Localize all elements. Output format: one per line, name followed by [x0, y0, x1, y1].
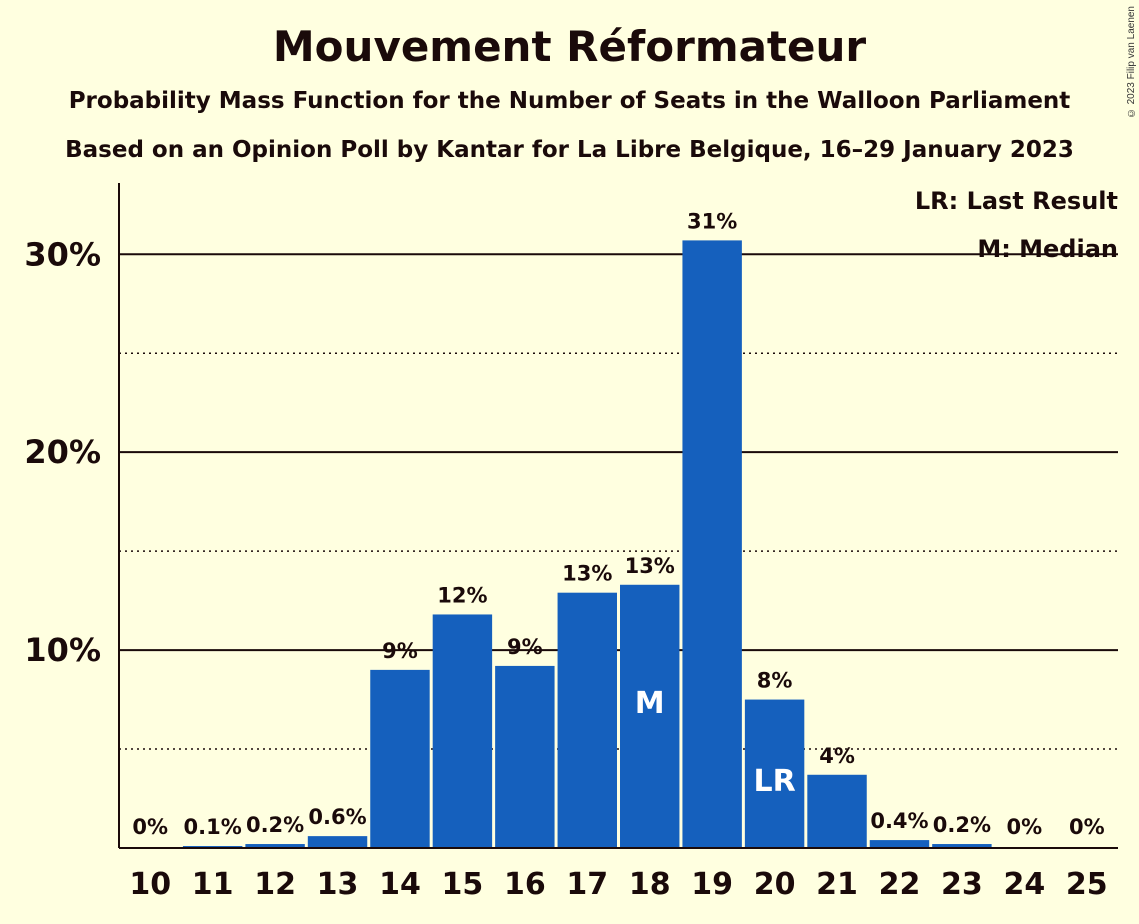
bar-18 [620, 584, 680, 848]
x-tick-label: 14 [379, 867, 421, 902]
x-tick-label: 15 [442, 867, 484, 902]
data-label-18: 13% [625, 554, 675, 578]
x-tick-label: 20 [754, 867, 796, 902]
x-tick-label: 21 [816, 867, 858, 902]
data-label-17: 13% [562, 562, 612, 586]
bar-16 [495, 665, 555, 848]
data-label-14: 9% [382, 639, 418, 663]
median-marker: M [635, 686, 665, 721]
chart-subtitle: Probability Mass Function for the Number… [68, 88, 1071, 114]
bar-14 [370, 669, 430, 848]
y-tick-label: 20% [24, 433, 101, 471]
x-tick-label: 22 [879, 867, 921, 902]
data-label-15: 12% [437, 583, 487, 607]
data-label-16: 9% [507, 635, 543, 659]
data-label-12: 0.2% [246, 813, 304, 837]
legend-item: LR: Last Result [915, 187, 1118, 215]
data-label-20: 8% [757, 669, 793, 693]
bar-22 [869, 840, 930, 848]
bar-19 [682, 240, 742, 849]
data-label-10: 0% [132, 815, 168, 839]
x-tick-label: 25 [1066, 867, 1108, 902]
bar-15 [432, 614, 493, 848]
x-tick-label: 17 [566, 867, 608, 902]
data-label-23: 0.2% [933, 813, 991, 837]
data-label-19: 31% [687, 209, 737, 233]
bar-20 [744, 699, 805, 848]
data-label-22: 0.4% [870, 809, 928, 833]
grid-lines [119, 253, 1118, 750]
bar-13 [307, 836, 368, 848]
bar-21 [807, 774, 867, 848]
bars [182, 240, 992, 849]
x-tick-label: 18 [629, 867, 671, 902]
data-label-25: 0% [1069, 815, 1105, 839]
chart-subtitle-poll: Based on an Opinion Poll by Kantar for L… [65, 137, 1074, 163]
data-label-21: 4% [819, 744, 855, 768]
x-tick-label: 13 [317, 867, 359, 902]
y-tick-label: 30% [24, 235, 101, 273]
bar-23 [932, 844, 992, 848]
legend: LR: Last Result M: Median [915, 187, 1118, 263]
x-tick-label: 10 [129, 867, 171, 902]
x-tick-label: 12 [254, 867, 296, 902]
x-tick-label: 11 [192, 867, 234, 902]
chart-title: Mouvement Réformateur [272, 22, 867, 71]
x-tick-label: 16 [504, 867, 546, 902]
x-tick-label: 24 [1003, 867, 1045, 902]
y-tick-label: 10% [24, 631, 101, 669]
data-labels: 0% 0.1% 0.2% 0.6%9%12%9%13% 13%M31%8%LR4%0.4… [132, 209, 1104, 839]
data-label-13: 0.6% [308, 805, 366, 829]
x-tick-label: 23 [941, 867, 983, 902]
data-label-11: 0.1% [184, 815, 242, 839]
bar-12 [245, 844, 305, 848]
axes: 10% 20% 30% 10 11 12 13 14 15 16 17 18 19 20 21 22 23 24 2… [24, 183, 1118, 902]
legend-item: M: Median [977, 235, 1118, 263]
last-result-marker: LR [753, 764, 795, 799]
x-tick-label: 19 [691, 867, 733, 902]
bar-17 [557, 592, 617, 848]
data-label-24: 0% [1007, 815, 1043, 839]
